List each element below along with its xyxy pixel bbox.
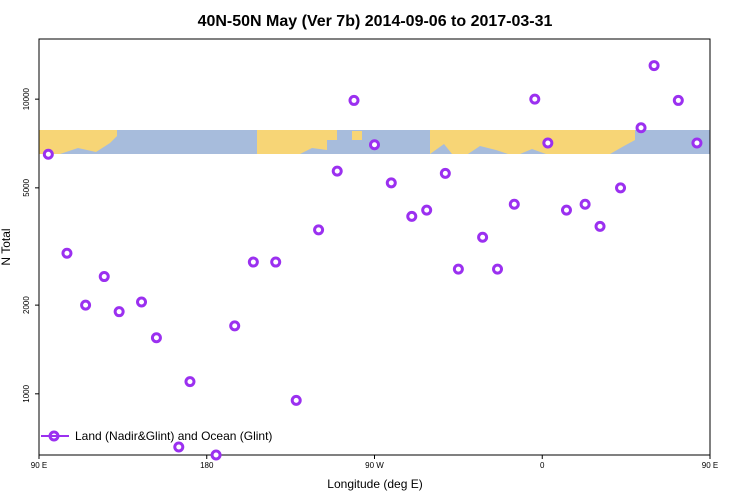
data-point <box>385 177 397 189</box>
data-point <box>42 148 54 160</box>
x-tick-label: 90 E <box>702 461 718 470</box>
y-axis-label: N Total <box>0 228 13 265</box>
x-axis: 90 E 180 90 W 0 90 E <box>31 455 718 470</box>
x-tick-label: 90 W <box>365 461 384 470</box>
data-point <box>672 94 684 106</box>
y-tick-label: 10000 <box>22 87 31 110</box>
data-point <box>136 296 148 308</box>
x-axis-label: Longitude (deg E) <box>327 477 422 491</box>
data-point <box>615 182 627 194</box>
data-point <box>98 271 110 283</box>
legend-label: Land (Nadir&Glint) and Ocean (Glint) <box>75 429 272 443</box>
data-point <box>229 320 241 332</box>
data-point <box>348 94 360 106</box>
world-map-strip <box>39 130 710 154</box>
data-point <box>313 224 325 236</box>
y-tick-label: 1000 <box>22 384 31 402</box>
x-tick-label: 90 E <box>31 461 47 470</box>
legend-marker <box>48 430 60 442</box>
data-point <box>406 210 418 222</box>
data-point <box>247 256 259 268</box>
data-point <box>421 204 433 216</box>
data-point <box>270 256 282 268</box>
data-point <box>648 60 660 72</box>
data-point <box>477 231 489 243</box>
data-point <box>61 247 73 259</box>
data-point <box>492 263 504 275</box>
data-point <box>113 306 125 318</box>
data-point <box>452 263 464 275</box>
data-point <box>635 122 647 134</box>
data-point <box>150 332 162 344</box>
y-tick-label: 2000 <box>22 296 31 314</box>
x-tick-label: 0 <box>540 461 545 470</box>
data-point <box>184 376 196 388</box>
data-point <box>594 220 606 232</box>
data-point <box>369 139 380 151</box>
data-point <box>173 441 185 453</box>
data-points <box>42 60 703 461</box>
data-point <box>508 198 520 210</box>
data-point <box>80 299 92 311</box>
y-tick-label: 5000 <box>22 178 31 196</box>
chart-title: 40N-50N May (Ver 7b) 2014-09-06 to 2017-… <box>198 13 553 30</box>
legend: Land (Nadir&Glint) and Ocean (Glint) <box>41 429 272 443</box>
data-point <box>691 137 703 149</box>
data-point <box>439 167 451 179</box>
data-point <box>290 394 302 406</box>
data-point <box>331 165 343 177</box>
data-point <box>542 137 554 149</box>
y-axis: 1000 2000 5000 10000 <box>22 87 39 403</box>
data-point <box>529 93 541 105</box>
data-point <box>210 449 222 461</box>
x-tick-label: 180 <box>200 461 214 470</box>
data-point <box>560 204 572 216</box>
data-point <box>579 198 591 210</box>
